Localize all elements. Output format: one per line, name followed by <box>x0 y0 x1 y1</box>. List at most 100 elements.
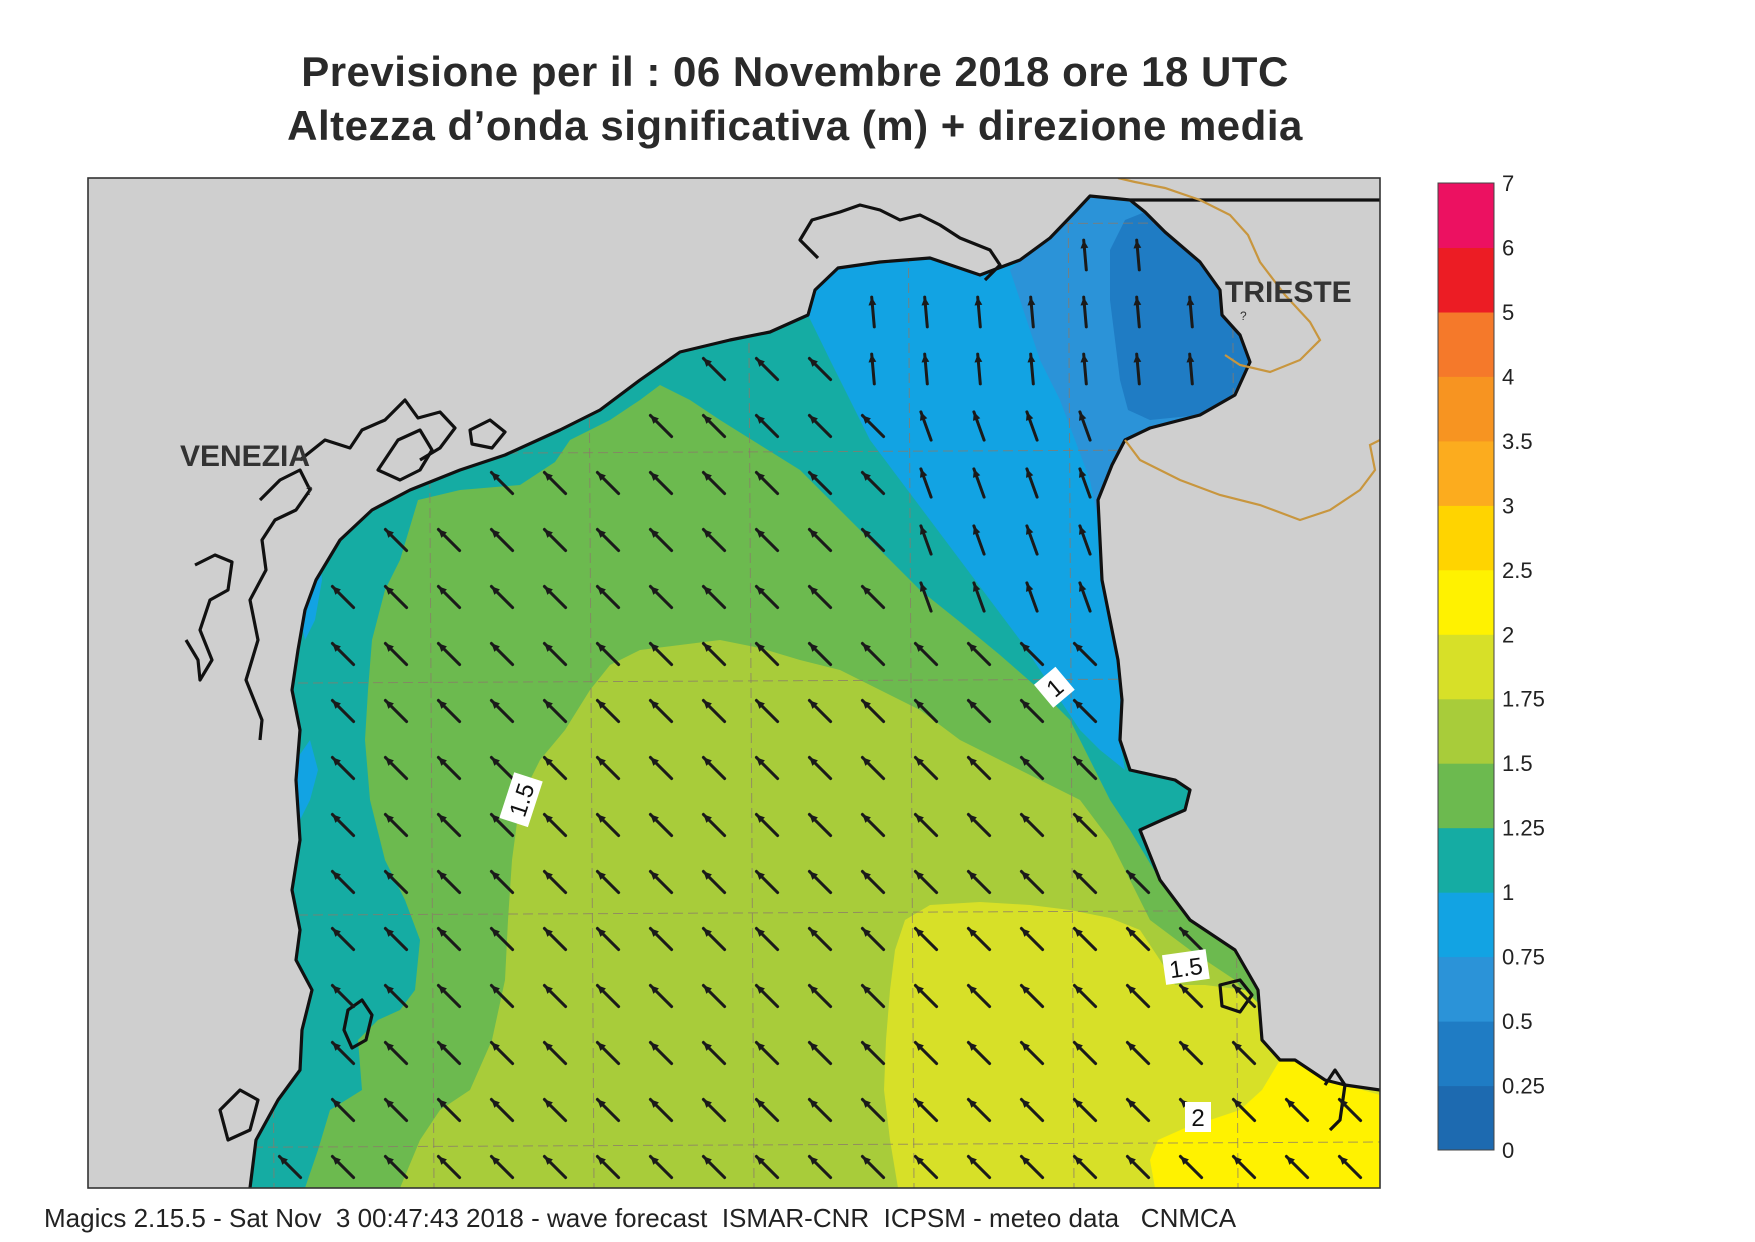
wave-arrow-head <box>974 297 983 306</box>
legend-frame <box>1437 182 1495 1151</box>
legend-tick-label: 6 <box>1502 236 1514 261</box>
wave-arrow-head <box>809 985 818 994</box>
wave-arrow-head <box>703 1099 712 1108</box>
wave-arrow-head <box>597 814 606 823</box>
wave-arrow <box>595 584 621 610</box>
legend-swatch <box>1438 1085 1494 1151</box>
wave-arrow-head <box>1074 814 1083 823</box>
wave-arrow-head <box>1127 871 1136 880</box>
wave-arrow-head <box>650 643 659 652</box>
wave-arrow <box>807 1040 833 1066</box>
wave-arrow-head <box>756 985 765 994</box>
wave-arrow <box>595 527 621 553</box>
wave-arrow-head <box>862 757 871 766</box>
wave-arrow <box>966 755 992 781</box>
wave-arrow-head <box>491 1042 500 1051</box>
wave-arrow-head <box>809 928 818 937</box>
legend-swatch <box>1438 247 1494 313</box>
wave-arrow <box>1133 238 1142 272</box>
wave-arrow-head <box>385 757 394 766</box>
wave-arrow-head <box>544 643 553 652</box>
wave-arrow <box>966 869 992 895</box>
wave-arrow <box>701 698 727 724</box>
wave-arrow-head <box>544 586 553 595</box>
wave-arrow-head <box>597 928 606 937</box>
wave-arrow <box>913 641 939 667</box>
wave-arrow-head <box>1021 814 1030 823</box>
wave-arrow <box>1133 352 1142 386</box>
wave-arrow-head <box>703 1042 712 1051</box>
wave-arrow-head <box>703 415 712 424</box>
map-title-line2: Altezza d’onda significativa (m) + direz… <box>287 102 1303 149</box>
wave-arrow-head <box>1021 643 1030 652</box>
wave-arrow-head <box>703 529 712 538</box>
wave-arrow <box>807 869 833 895</box>
wave-arrow-head <box>332 1099 341 1108</box>
wave-arrow-head <box>650 757 659 766</box>
wave-arrow <box>701 641 727 667</box>
legend-swatch <box>1438 311 1494 377</box>
wave-arrow <box>701 584 727 610</box>
wave-arrow-head <box>332 1042 341 1051</box>
wave-arrow-head <box>385 529 394 538</box>
wave-arrow-head <box>650 529 659 538</box>
wave-arrow-head <box>544 472 553 481</box>
wave-arrow-head <box>385 586 394 595</box>
wave-arrow-head <box>756 586 765 595</box>
legend-tick-label: 0.75 <box>1502 945 1545 970</box>
wave-arrow <box>966 983 992 1009</box>
wave-arrow-head <box>1133 240 1142 249</box>
wave-arrow-head <box>1080 354 1089 363</box>
wave-arrow-head <box>968 871 977 880</box>
wave-arrow <box>1019 869 1045 895</box>
wave-arrow-head <box>756 529 765 538</box>
wave-arrow <box>1337 1154 1363 1180</box>
wave-arrow-head <box>1080 297 1089 306</box>
wave-arrow <box>966 641 992 667</box>
wave-arrow <box>919 410 933 442</box>
wave-arrow <box>595 1154 621 1180</box>
wave-arrow-head <box>438 529 447 538</box>
wave-arrow-head <box>968 1042 977 1051</box>
wave-arrow-head <box>915 1099 924 1108</box>
wave-arrow <box>913 926 939 952</box>
wave-arrow-head <box>862 1042 871 1051</box>
wave-arrow-head <box>438 1042 447 1051</box>
wave-arrow <box>754 641 780 667</box>
wave-arrow <box>1019 698 1045 724</box>
wave-arrow-head <box>438 814 447 823</box>
wave-arrow <box>701 926 727 952</box>
wave-arrow-head <box>1074 928 1083 937</box>
wave-arrow <box>807 641 833 667</box>
wave-arrow <box>807 470 833 496</box>
wave-arrow-head <box>1127 1156 1136 1165</box>
wave-arrow-head <box>868 354 877 363</box>
wave-arrow <box>330 698 356 724</box>
wave-arrow <box>436 698 462 724</box>
legend-tick-label: 0.25 <box>1502 1074 1545 1099</box>
wave-arrow-head <box>1074 757 1083 766</box>
sea-band-0.25-0.5 <box>1110 212 1250 420</box>
wave-arrow <box>542 926 568 952</box>
wave-arrow-head <box>968 985 977 994</box>
wave-arrow <box>1072 869 1098 895</box>
sea-band-spot <box>296 740 318 820</box>
wave-arrow <box>383 1154 409 1180</box>
wave-arrow-head <box>1233 1156 1242 1165</box>
wave-arrow-head <box>544 757 553 766</box>
wave-arrow-head <box>491 529 500 538</box>
wave-arrow-head <box>650 1156 659 1165</box>
wave-arrow <box>1025 581 1039 613</box>
graticule-line <box>1231 178 1239 1188</box>
wave-arrow <box>1231 983 1257 1009</box>
wave-arrow <box>754 869 780 895</box>
wave-arrow <box>542 869 568 895</box>
wave-arrow-head <box>1021 1099 1030 1108</box>
wave-arrow-head <box>973 582 981 592</box>
wave-arrow-head <box>915 814 924 823</box>
wave-arrow-head <box>438 928 447 937</box>
wave-arrow-head <box>544 985 553 994</box>
wave-arrow-head <box>809 700 818 709</box>
wave-arrow <box>595 983 621 1009</box>
wave-arrow-head <box>1027 354 1036 363</box>
